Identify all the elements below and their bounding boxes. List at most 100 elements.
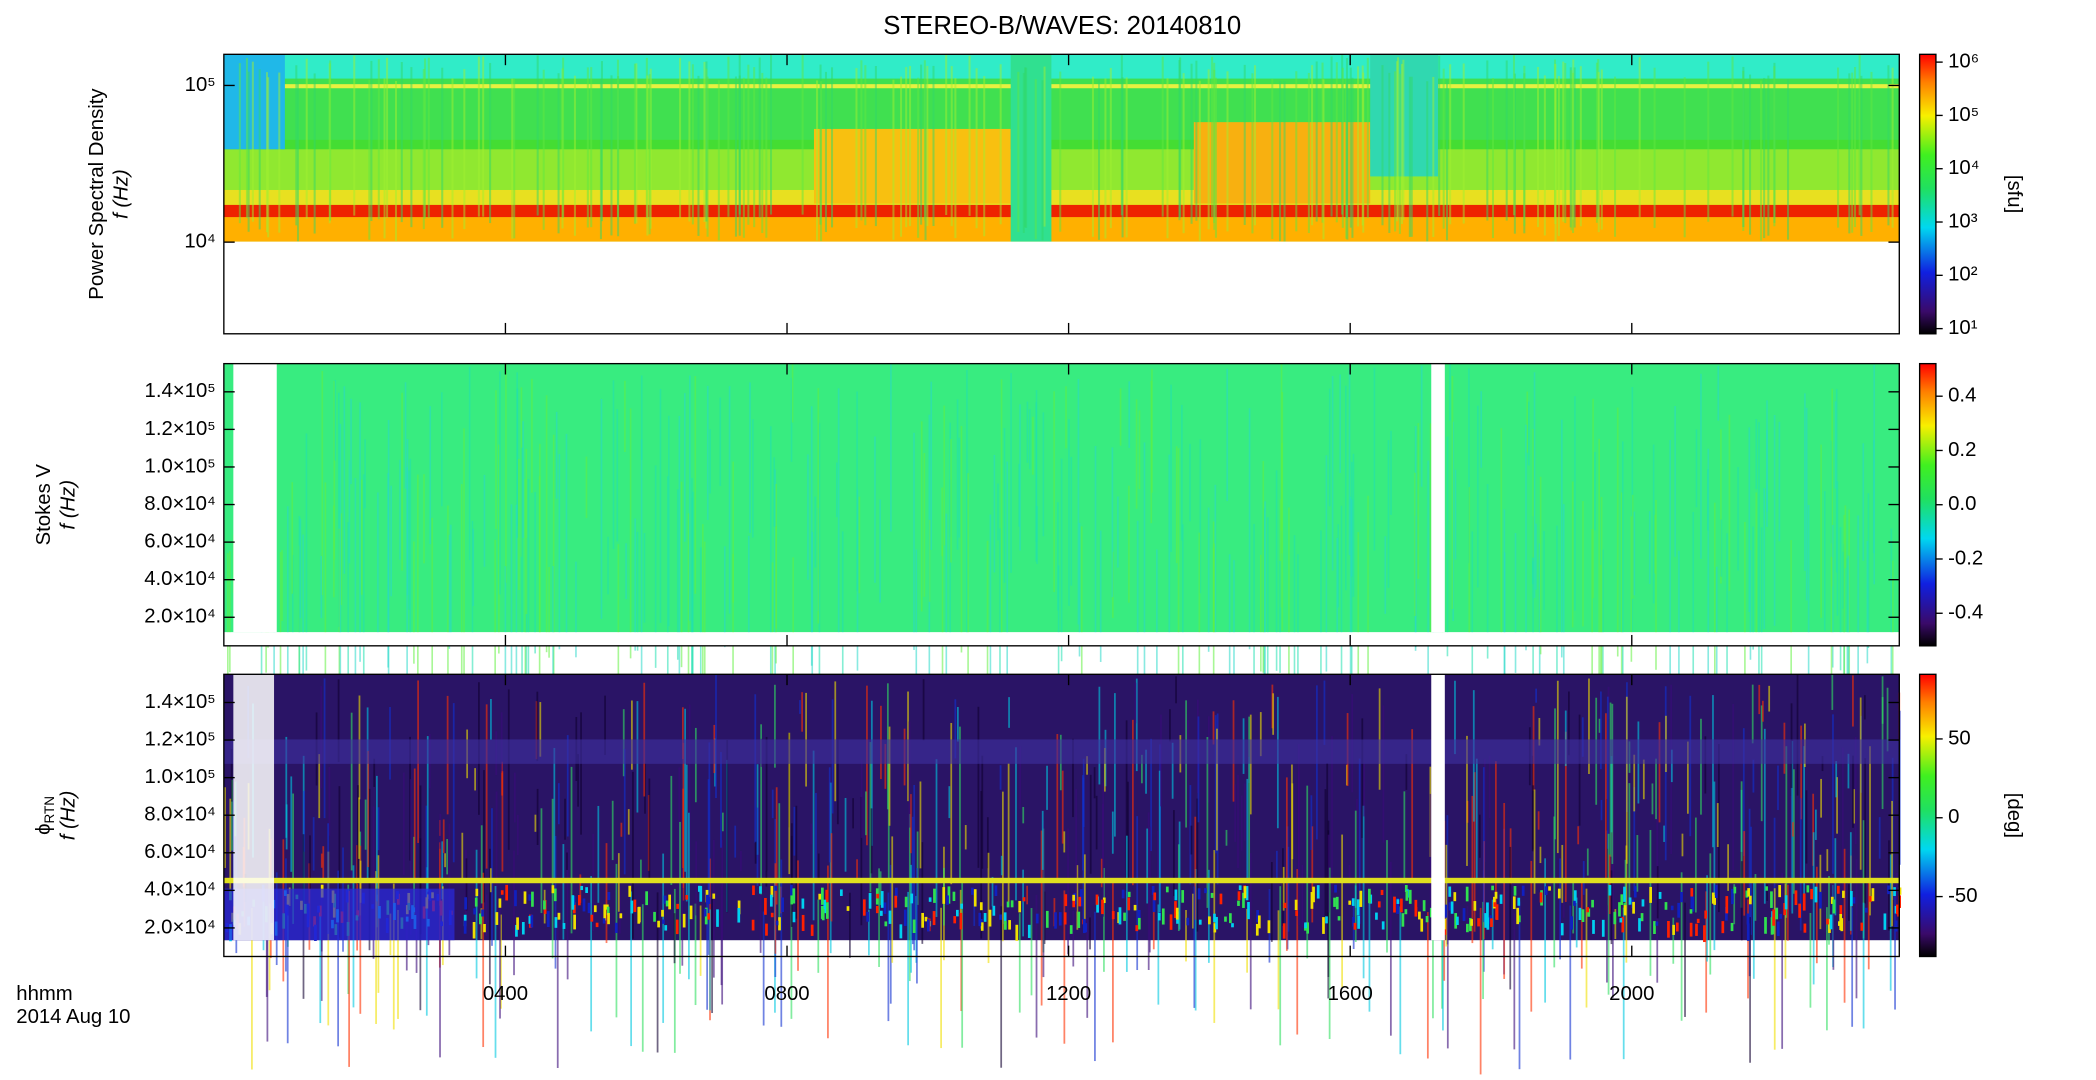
texture	[900, 76, 903, 237]
texture	[491, 808, 493, 946]
texture	[620, 822, 623, 837]
texture	[607, 913, 610, 925]
texture	[1831, 525, 1834, 668]
texture	[1562, 61, 1565, 222]
texture	[1527, 401, 1530, 466]
texture	[1535, 688, 1538, 703]
texture	[1839, 905, 1843, 916]
texture	[575, 561, 577, 658]
texture	[749, 382, 751, 533]
texture	[697, 75, 700, 236]
texture	[1337, 916, 1341, 921]
texture	[513, 850, 515, 976]
texture	[1077, 379, 1080, 625]
texture	[1494, 891, 1498, 899]
texture	[590, 876, 593, 1032]
colorbar-tick-label: -0.2	[1948, 547, 1983, 569]
texture	[1063, 912, 1067, 925]
texture	[661, 909, 664, 917]
texture	[1598, 718, 1601, 733]
texture	[1010, 373, 1012, 573]
texture	[694, 903, 697, 1006]
texture	[824, 71, 827, 232]
texture	[978, 912, 982, 927]
texture	[1449, 64, 1452, 225]
texture	[1792, 822, 1794, 837]
texture	[1454, 913, 1458, 929]
texture	[1814, 886, 1818, 903]
texture	[1150, 380, 1153, 524]
texture	[1473, 901, 1477, 911]
colorbar	[1918, 673, 1937, 958]
texture	[1295, 71, 1298, 232]
texture	[1334, 884, 1337, 893]
texture	[1362, 805, 1365, 979]
texture	[1831, 388, 1834, 587]
texture	[1867, 493, 1870, 648]
texture	[983, 76, 986, 237]
texture	[1304, 922, 1307, 929]
texture	[1810, 888, 1813, 900]
texture	[941, 545, 944, 795]
texture	[1704, 910, 1708, 919]
texture	[612, 380, 615, 550]
texture	[774, 684, 776, 768]
y-tick-label: 6.0×10⁴	[144, 530, 215, 552]
texture	[933, 888, 936, 903]
texture	[1745, 890, 1749, 898]
texture	[566, 735, 569, 837]
texture	[1337, 524, 1340, 608]
texture	[966, 370, 968, 633]
texture	[499, 900, 501, 1019]
texture	[1053, 898, 1056, 927]
texture	[1431, 363, 1445, 633]
texture	[1151, 886, 1155, 895]
texture	[1749, 550, 1752, 660]
texture	[597, 805, 600, 903]
texture	[1832, 714, 1834, 874]
texture	[874, 436, 876, 583]
texture	[720, 886, 723, 986]
texture	[1486, 902, 1489, 918]
texture	[580, 885, 584, 891]
texture	[417, 474, 419, 725]
texture	[1452, 421, 1455, 622]
texture	[1830, 896, 1834, 904]
texture	[1720, 519, 1723, 577]
texture	[1733, 886, 1737, 894]
texture	[1707, 61, 1710, 222]
texture	[1800, 725, 1803, 820]
texture	[682, 742, 685, 901]
texture	[1262, 461, 1265, 673]
texture	[1582, 501, 1584, 627]
texture	[1352, 916, 1355, 927]
texture	[1272, 693, 1275, 735]
texture	[1839, 527, 1842, 671]
texture	[223, 632, 1900, 646]
texture	[1295, 910, 1299, 916]
texture	[1007, 763, 1010, 903]
texture	[705, 61, 708, 222]
texture	[909, 794, 912, 854]
texture	[1581, 717, 1584, 757]
texture	[908, 814, 911, 982]
texture	[1400, 898, 1403, 913]
texture	[1847, 753, 1850, 789]
texture	[837, 388, 840, 636]
texture	[425, 805, 428, 883]
texture	[590, 67, 593, 228]
texture	[353, 55, 356, 216]
texture	[1869, 896, 1872, 902]
texture	[1426, 81, 1429, 242]
texture	[498, 444, 500, 654]
texture	[706, 899, 709, 1010]
y-tick-label: 10⁵	[185, 74, 216, 96]
texture	[505, 365, 507, 583]
texture	[1070, 456, 1073, 586]
texture	[774, 885, 778, 891]
texture	[1747, 888, 1750, 897]
texture	[1539, 476, 1542, 655]
texture	[1429, 423, 1432, 635]
texture	[1127, 897, 1131, 911]
texture	[1544, 858, 1547, 1003]
